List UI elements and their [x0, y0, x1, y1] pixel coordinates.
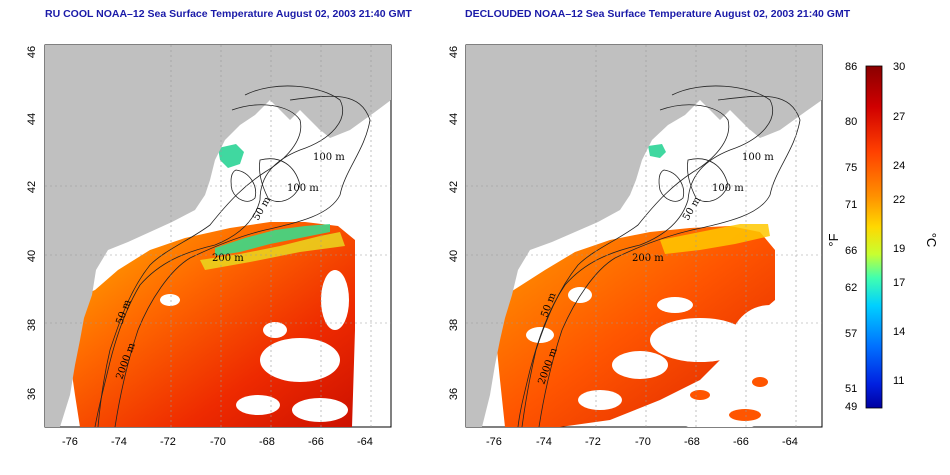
- left-x-tick: -74: [111, 436, 127, 448]
- left-y-tick: 46: [26, 46, 38, 58]
- left-x-tick: -66: [308, 436, 324, 448]
- right-sst-yellow-band: [660, 224, 770, 254]
- right-land-mass: [466, 45, 822, 427]
- left-x-tick: -76: [62, 436, 78, 448]
- left-sst-cool-front: [215, 224, 330, 256]
- right-sst-gulf-patch: [648, 144, 666, 158]
- left-y-tick: 40: [26, 250, 38, 262]
- left-sst-yellow-band: [200, 232, 345, 270]
- colorbar-f-tick: 86: [845, 61, 857, 73]
- left-y-tick: 44: [26, 113, 38, 125]
- right-y-tick: 36: [448, 388, 460, 400]
- colorbar-c-tick: 30: [893, 61, 905, 73]
- left-sst-gulf-patch: [218, 144, 244, 168]
- colorbar-fahrenheit-label: °F: [826, 233, 841, 246]
- left-grid: [45, 45, 391, 427]
- left-contour-label-100m-a: 100 m: [313, 152, 345, 163]
- left-y-tick: 38: [26, 319, 38, 331]
- right-sst-warm-field: [496, 226, 775, 427]
- colorbar-fahrenheit-ticks: 86 80 75 71 66 62 57 51 49: [845, 61, 857, 413]
- left-nova-scotia: [290, 45, 391, 138]
- left-map: 100 m 100 m 50 m 200 m 50 m 2000 m -76 -…: [26, 44, 392, 448]
- left-x-tick: -68: [259, 436, 275, 448]
- right-grid: [466, 45, 822, 427]
- colorbar-f-tick: 71: [845, 199, 857, 211]
- right-x-tick: -68: [684, 436, 700, 448]
- left-y-tick: 42: [26, 181, 38, 193]
- colorbar-c-tick: 19: [893, 243, 905, 255]
- left-contour-label-200m: 200 m: [212, 253, 244, 264]
- right-bathymetry-contours: [517, 85, 801, 427]
- colorbar-f-tick: 75: [845, 162, 857, 174]
- colorbar-c-tick: 17: [893, 277, 905, 289]
- right-contour-label-100m-a: 100 m: [742, 152, 774, 163]
- left-x-tick: -64: [357, 436, 373, 448]
- right-x-tick: -70: [635, 436, 651, 448]
- colorbar-c-tick: 27: [893, 111, 905, 123]
- left-contour-label-100m-b: 100 m: [287, 183, 319, 194]
- colorbar-c-tick: 24: [893, 160, 905, 172]
- colorbar-f-tick: 62: [845, 282, 857, 294]
- right-contour-label-100m-b: 100 m: [712, 183, 744, 194]
- right-y-ticks: 46 44 42 40 38 36: [448, 46, 460, 400]
- right-cloud-gaps: [526, 287, 810, 427]
- right-x-ticks: -76 -74 -72 -70 -68 -66 -64: [486, 436, 798, 448]
- right-y-tick: 38: [448, 319, 460, 331]
- left-x-tick: -72: [160, 436, 176, 448]
- right-contour-label-200m: 200 m: [632, 253, 664, 264]
- left-map-title: RU COOL NOAA–12 Sea Surface Temperature …: [45, 8, 412, 20]
- right-y-tick: 40: [448, 250, 460, 262]
- right-map: 100 m 100 m 50 m 200 m 50 m 2000 m -76 -…: [448, 44, 823, 448]
- colorbar-celsius-label: °C: [924, 233, 939, 248]
- colorbar-c-tick: 14: [893, 326, 905, 338]
- left-cloud-gaps: [160, 270, 349, 422]
- right-y-tick: 46: [448, 46, 460, 58]
- left-land-mass: [45, 45, 391, 427]
- colorbar-f-tick: 57: [845, 328, 857, 340]
- right-y-tick: 42: [448, 181, 460, 193]
- colorbar-f-tick: 66: [845, 245, 857, 257]
- right-x-tick: -76: [486, 436, 502, 448]
- right-sst-patches: [690, 377, 768, 421]
- right-y-tick: 44: [448, 113, 460, 125]
- colorbar-f-tick: 80: [845, 116, 857, 128]
- right-x-tick: -74: [536, 436, 552, 448]
- right-nova-scotia: [720, 45, 822, 138]
- right-map-title: DECLOUDED NOAA–12 Sea Surface Temperatur…: [465, 8, 851, 20]
- left-y-tick: 36: [26, 388, 38, 400]
- right-x-tick: -64: [782, 436, 798, 448]
- colorbar: 86 80 75 71 66 62 57 51 49 30 27 24 22 1…: [826, 61, 939, 413]
- left-x-tick: -70: [210, 436, 226, 448]
- left-bathymetry-contours: [94, 85, 371, 427]
- left-x-ticks: -76 -74 -72 -70 -68 -66 -64: [62, 436, 373, 448]
- colorbar-gradient: [865, 65, 883, 409]
- right-x-tick: -72: [585, 436, 601, 448]
- colorbar-f-tick: 51: [845, 383, 857, 395]
- colorbar-f-tick: 49: [845, 401, 857, 413]
- right-x-tick: -66: [733, 436, 749, 448]
- colorbar-celsius-ticks: 30 27 24 22 19 17 14 11: [893, 61, 905, 387]
- left-y-ticks: 46 44 42 40 38 36: [26, 46, 38, 400]
- colorbar-c-tick: 22: [893, 194, 905, 206]
- colorbar-c-tick: 11: [893, 375, 904, 387]
